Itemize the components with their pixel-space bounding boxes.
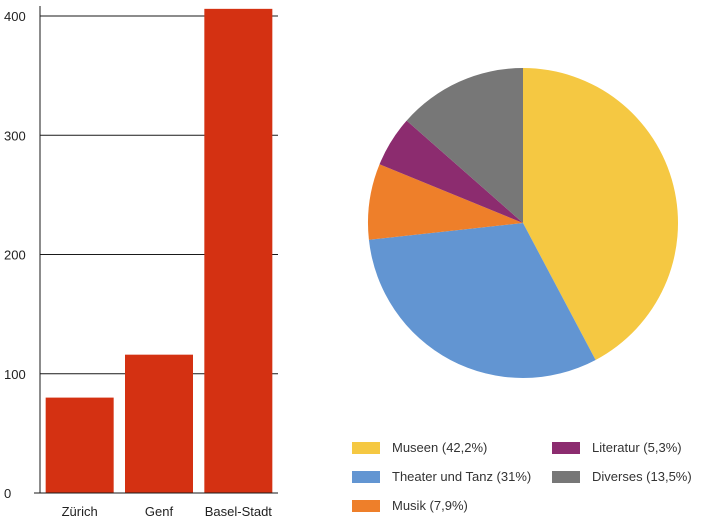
legend-label: Theater und Tanz (31%) — [392, 469, 532, 484]
x-tick-label: Zürich — [62, 504, 98, 519]
legend-item: Theater und Tanz (31%) — [352, 469, 531, 484]
y-tick-label: 400 — [4, 9, 26, 24]
legend-swatch — [352, 441, 380, 454]
legend-swatch — [352, 470, 380, 483]
legend-item: Literatur (5,3%) — [552, 440, 682, 455]
legend-item: Musik (7,9%) — [352, 498, 468, 513]
bar — [45, 397, 114, 493]
legend-label: Museen (42,2%) — [392, 440, 488, 455]
legend-swatch — [552, 441, 580, 454]
bar-chart: 0 100 200 300 400 Zürich Genf Basel-Stadt — [4, 6, 278, 519]
x-tick-label: Basel-Stadt — [205, 504, 273, 519]
legend-label: Literatur (5,3%) — [592, 440, 682, 455]
pie-slice — [523, 67, 679, 360]
y-tick-label: 100 — [4, 367, 26, 382]
y-tick-label: 200 — [4, 248, 26, 263]
pie-chart — [367, 67, 679, 379]
pie-slice — [367, 164, 523, 240]
legend-swatch — [552, 470, 580, 483]
legend-item: Museen (42,2%) — [352, 440, 487, 455]
pie-slice — [379, 120, 523, 223]
pie-slice — [368, 223, 596, 379]
x-tick-label: Genf — [145, 504, 174, 519]
y-tick-label: 0 — [4, 486, 11, 501]
bar — [125, 354, 193, 493]
y-tick-label: 300 — [4, 128, 26, 143]
bar — [204, 8, 273, 493]
legend-label: Diverses (13,5%) — [592, 469, 692, 484]
pie-slice — [406, 68, 523, 223]
legend-item: Diverses (13,5%) — [552, 469, 692, 484]
legend-label: Musik (7,9%) — [392, 498, 468, 513]
legend-swatch — [352, 499, 380, 512]
